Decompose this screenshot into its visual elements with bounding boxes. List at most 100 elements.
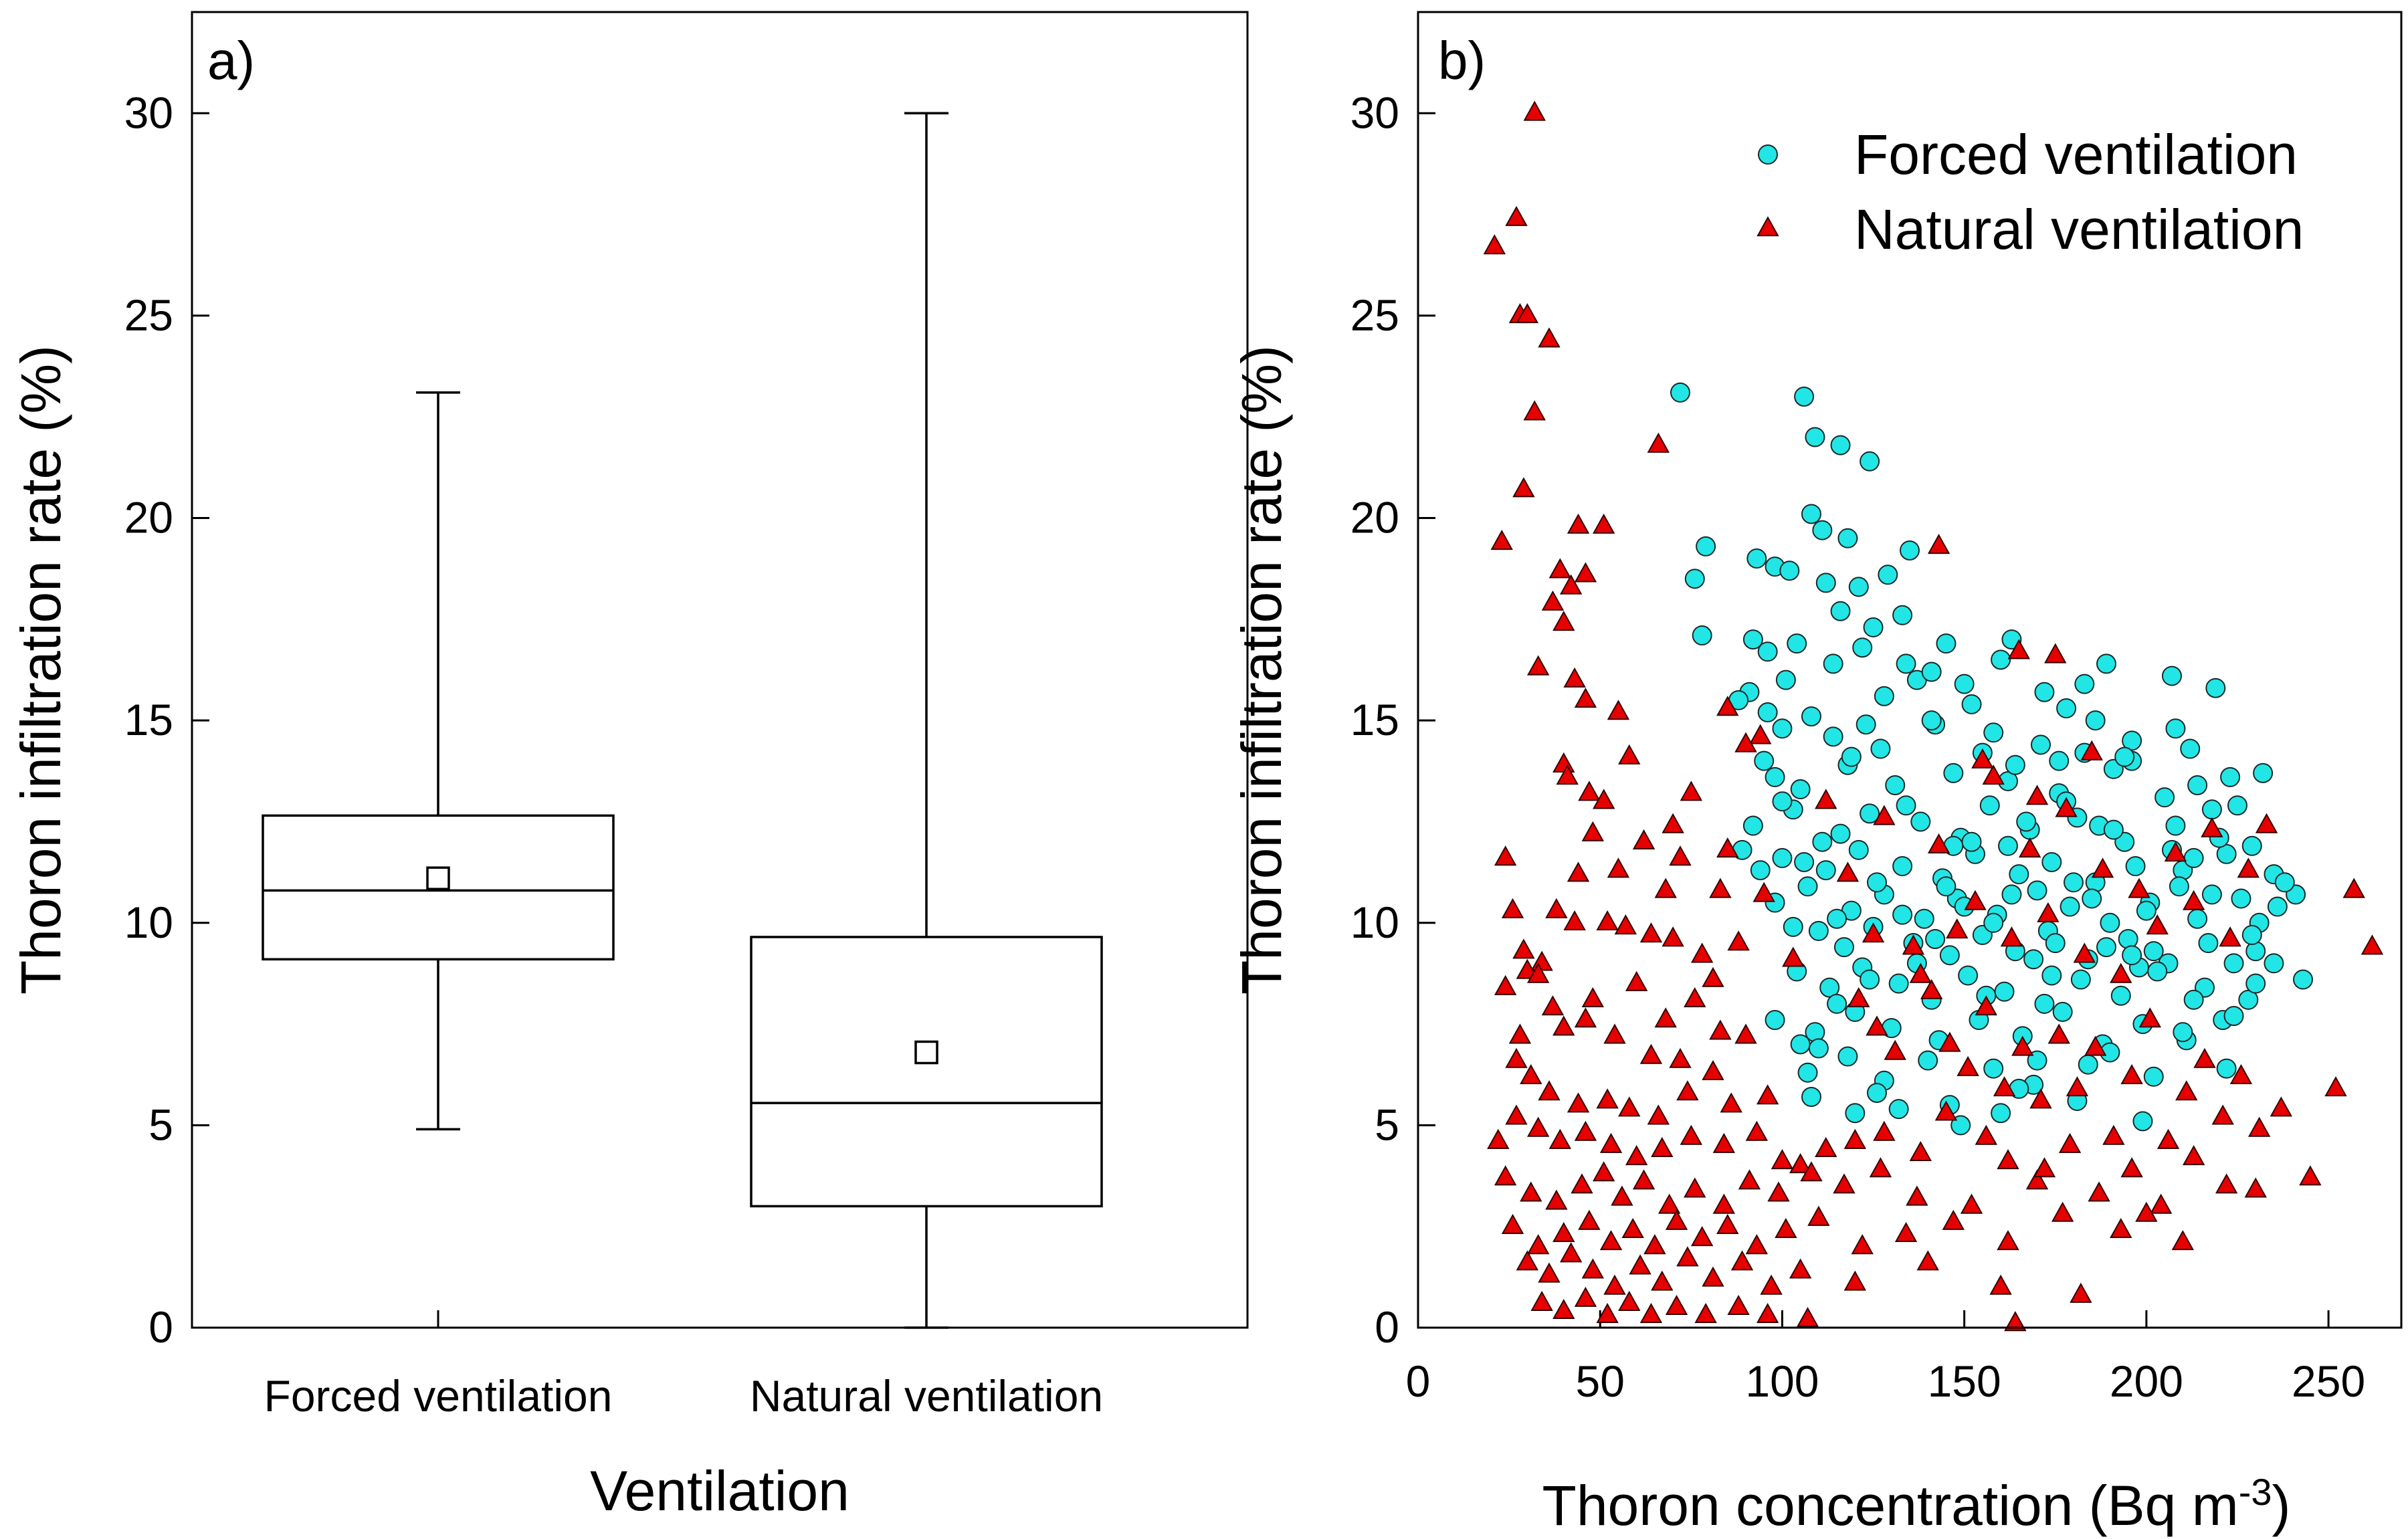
natural-point — [1745, 1120, 1769, 1141]
natural-point — [1964, 890, 1987, 910]
natural-point — [1607, 857, 1630, 878]
natural-point — [1483, 234, 1506, 255]
forced-point — [2187, 775, 2208, 795]
natural-point — [1651, 1136, 1674, 1157]
panel-a-y-axis-title: Thoron infiltration rate (%) — [9, 345, 72, 995]
natural-point — [1665, 1209, 1688, 1230]
natural-point — [1997, 1149, 2019, 1170]
natural-point — [1552, 752, 1575, 773]
forced-point — [2169, 876, 2189, 897]
natural-point — [1789, 1258, 1812, 1279]
panel-a-y-tick-label: 30 — [124, 88, 173, 137]
mean-marker — [914, 1040, 938, 1065]
natural-point — [2110, 1217, 2132, 1239]
natural-point — [1625, 1145, 1648, 1166]
forced-point — [2027, 880, 2047, 901]
natural-point — [1541, 995, 1565, 1016]
forced-point — [1790, 1034, 1811, 1055]
natural-point — [1611, 1185, 1633, 1206]
natural-point — [1676, 1246, 1699, 1267]
forced-point — [1757, 641, 1778, 662]
natural-point — [1869, 1157, 1892, 1178]
natural-point — [1526, 962, 1550, 983]
forced-point — [1696, 536, 1716, 556]
natural-point — [1712, 1193, 1736, 1214]
forced-point — [1867, 872, 1887, 893]
forced-point — [1805, 427, 1825, 447]
natural-point — [1796, 1307, 1819, 1328]
natural-point — [1581, 1258, 1605, 1279]
panel-b-y-tick-label: 15 — [1350, 695, 1399, 744]
forced-point — [1772, 847, 1793, 868]
forced-point — [2031, 734, 2051, 755]
natural-point — [1934, 1100, 1958, 1121]
natural-point — [1800, 1161, 1823, 1182]
panel-a-y-ticks: 0 5 10 15 20 25 30 — [124, 88, 209, 1352]
forced-point — [1939, 945, 1960, 966]
category-label-natural: Natural ventilation — [750, 1371, 1103, 1421]
natural-point — [1727, 1294, 1750, 1315]
forced-point — [1837, 528, 1858, 548]
natural-point — [1702, 1059, 1724, 1080]
natural-point — [2029, 1088, 2052, 1109]
forced-point — [1991, 1103, 2011, 1124]
forced-point — [2264, 953, 2284, 974]
panel-a-y-tick-label: 25 — [124, 290, 173, 340]
forced-point — [1848, 577, 1869, 597]
forced-point — [1921, 710, 1942, 731]
natural-point — [1665, 1294, 1688, 1315]
forced-point — [2064, 872, 2084, 893]
natural-point — [2025, 785, 2049, 805]
forced-point — [1852, 637, 1873, 658]
forced-point — [2227, 795, 2247, 816]
forced-point — [1775, 670, 1796, 690]
forced-point — [1830, 435, 1851, 455]
legend-natural-marker — [1757, 216, 1779, 237]
forced-point — [1958, 965, 1979, 986]
natural-point — [2237, 857, 2260, 878]
forced-point — [1750, 860, 1771, 881]
forced-point — [1874, 686, 1894, 706]
natural-point — [1749, 724, 1772, 744]
forced-point — [2173, 1022, 2193, 1043]
natural-point — [1775, 1217, 1797, 1239]
natural-point — [1712, 1132, 1736, 1153]
natural-point — [1592, 789, 1615, 809]
natural-point — [1982, 764, 2005, 785]
forced-point — [2136, 900, 2156, 921]
natural-point — [1938, 1031, 1961, 1052]
forced-point — [2165, 815, 2186, 836]
natural-point — [1538, 327, 1561, 348]
forced-point — [1943, 762, 1964, 783]
natural-point — [1516, 303, 1539, 324]
forced-point — [2253, 762, 2274, 783]
natural-point — [1727, 930, 1750, 951]
forced-point — [1910, 811, 1931, 832]
panel-b-x-axis-title: Thoron concentration (Bq m-3) — [1542, 1471, 2291, 1537]
natural-point — [1607, 700, 1630, 720]
natural-point — [1596, 1303, 1619, 1324]
panel-a-x-axis-title: Ventilation — [590, 1459, 849, 1522]
forced-point — [1896, 653, 1916, 674]
natural-point — [1702, 966, 1724, 987]
panel-b-frame — [1417, 11, 2403, 1329]
forced-point — [2045, 933, 2066, 954]
forced-point — [1914, 908, 1934, 929]
natural-point — [1494, 845, 1517, 866]
forced-point — [2009, 864, 2029, 885]
forced-point — [1830, 823, 1851, 844]
forced-point — [1888, 1099, 1909, 1120]
forced-point — [1823, 726, 1843, 747]
natural-point — [1487, 1128, 1510, 1149]
natural-point — [1960, 1193, 1983, 1214]
natural-point — [1782, 946, 1805, 967]
natural-point — [2055, 797, 2078, 817]
forced-point — [1801, 706, 1821, 727]
natural-point — [1975, 995, 1998, 1016]
forced-point — [2041, 851, 2062, 872]
natural-point — [1654, 878, 1677, 898]
forced-point — [1892, 904, 1913, 925]
forced-point — [2143, 1066, 2164, 1087]
natural-point — [1684, 987, 1706, 1008]
natural-point — [1709, 1019, 1732, 1040]
